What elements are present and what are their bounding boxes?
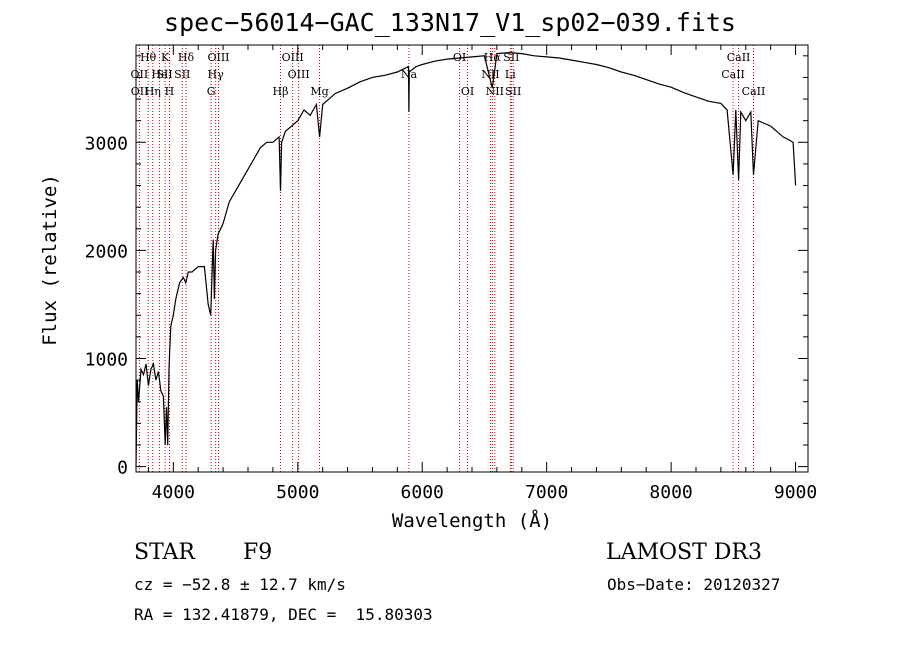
spectral-line-label: Hδ — [178, 51, 195, 64]
spectral-line-label: Hα — [484, 51, 502, 64]
coordinates: RA = 132.41879, DEC = 15.80303 — [134, 605, 433, 624]
plot-frame — [135, 44, 809, 473]
x-tick-label: 9000 — [774, 482, 817, 503]
spectral-line-label: OIII — [207, 51, 229, 64]
redshift-cz: cz = −52.8 ± 12.7 km/s — [134, 575, 346, 594]
spectral-line-label: OI — [453, 51, 466, 64]
spectral-line-label: Mg — [310, 85, 328, 98]
spectral-line-label: Hβ — [273, 85, 289, 98]
spectral-line-label: OIII — [288, 68, 310, 81]
x-tick-label: 6000 — [401, 482, 444, 503]
spectral-line-label: CaII — [727, 51, 751, 64]
spectral-line-label: Hη — [145, 85, 161, 98]
spectral-line-label: OI — [461, 85, 474, 98]
x-tick-label: 5000 — [276, 482, 319, 503]
x-axis-label: Wavelength (Å) — [391, 510, 553, 532]
spectral-line-label: SII — [157, 68, 173, 81]
x-tick-label: 8000 — [649, 482, 692, 503]
y-axis-label: Flux (relative) — [39, 174, 61, 346]
spectral-line-label: K — [161, 51, 170, 64]
spectral-line-label: SII — [505, 85, 521, 98]
spectral-line-label: OII — [131, 68, 149, 81]
y-tick-label: 1000 — [85, 349, 128, 370]
x-tick-label: 7000 — [525, 482, 568, 503]
spectral-line-label: SII — [503, 51, 519, 64]
spectral-line-label: Hγ — [208, 68, 225, 81]
y-tick-label: 0 — [117, 458, 128, 479]
x-tick-label: 4000 — [152, 482, 195, 503]
spectral-line-label: Na — [401, 68, 418, 81]
spectral-line-label: CaII — [742, 85, 766, 98]
observation-date: Obs−Date: 20120327 — [607, 575, 781, 594]
spectral-line-label: OIII — [282, 51, 304, 64]
object-class: STAR — [134, 540, 195, 565]
spectral-line-label: Hθ — [140, 51, 157, 64]
spectral-line-label: He — [151, 68, 167, 81]
spectral-line-label: CaII — [721, 68, 745, 81]
spectral-line-label: H — [165, 85, 175, 98]
spectrum-line — [135, 51, 797, 467]
spectral-line-label: NII — [481, 68, 499, 81]
spectral-line-label: SII — [174, 68, 190, 81]
y-tick-label: 3000 — [85, 133, 128, 154]
y-tick-label: 2000 — [85, 241, 128, 262]
chart-title: spec−56014−GAC_133N17_V1_sp02−039.fits — [164, 8, 736, 37]
spectral-line-label: G — [207, 85, 216, 98]
spectral-subclass: F9 — [243, 540, 273, 565]
spectral-line-label: OII — [131, 85, 149, 98]
spectral-line-label: Li — [505, 68, 516, 81]
spectral-line-label: NII — [486, 85, 504, 98]
survey-name: LAMOST DR3 — [606, 540, 762, 565]
